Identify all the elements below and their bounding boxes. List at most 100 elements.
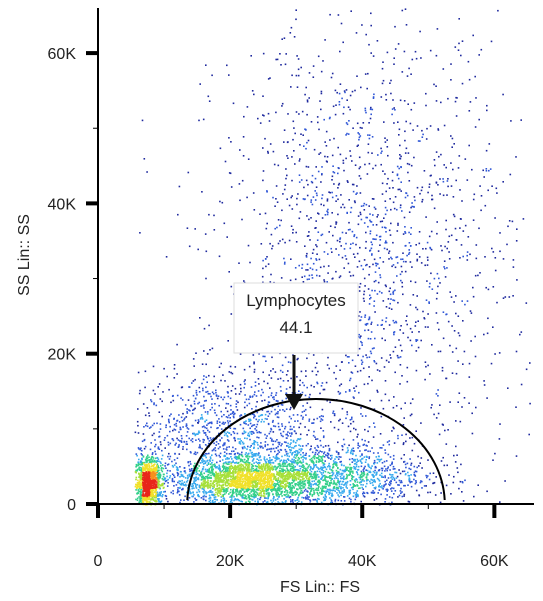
data-point (374, 289, 376, 292)
data-point (335, 200, 337, 202)
data-point (398, 128, 401, 131)
data-point (173, 476, 176, 478)
data-point (203, 476, 206, 479)
data-point (329, 466, 331, 468)
data-point (316, 194, 318, 197)
data-point (318, 451, 320, 454)
data-point (291, 179, 293, 182)
data-point (512, 266, 515, 268)
data-point (386, 494, 388, 496)
data-point (243, 280, 245, 282)
data-point (374, 262, 377, 265)
data-point (178, 444, 180, 446)
data-point (219, 200, 221, 203)
data-point (486, 397, 488, 399)
data-point (339, 473, 341, 475)
data-point (424, 361, 427, 363)
data-point (333, 482, 336, 485)
data-point (428, 186, 431, 188)
data-point (394, 490, 397, 492)
data-point (294, 494, 297, 496)
data-point (297, 484, 299, 486)
data-point (325, 160, 328, 162)
data-point (225, 462, 228, 465)
data-point (177, 439, 180, 441)
data-point (327, 208, 329, 211)
data-point (373, 487, 376, 489)
data-point (369, 350, 372, 353)
data-point (274, 499, 277, 501)
data-point (390, 222, 392, 225)
data-point (367, 143, 370, 145)
data-point (353, 492, 355, 494)
data-point (241, 218, 243, 221)
data-point (213, 375, 215, 378)
data-point (206, 475, 208, 478)
data-point (281, 463, 284, 466)
data-point (300, 489, 303, 492)
data-point (404, 139, 406, 142)
data-point (338, 254, 340, 256)
data-point (287, 495, 290, 497)
data-point (185, 484, 187, 487)
data-point (492, 251, 495, 253)
data-point (194, 434, 197, 437)
data-point (219, 421, 221, 423)
data-point (289, 492, 291, 494)
data-point (312, 487, 315, 490)
data-point (154, 393, 156, 395)
data-point (258, 452, 260, 454)
data-point (310, 384, 313, 387)
data-point (407, 336, 409, 339)
data-point (290, 406, 292, 409)
data-point (356, 145, 359, 147)
data-point (283, 459, 285, 462)
data-point (304, 479, 307, 482)
data-point (284, 463, 286, 465)
data-point (351, 449, 353, 452)
data-point (525, 368, 528, 371)
data-point (204, 476, 207, 478)
data-point (359, 177, 362, 180)
data-point (291, 432, 293, 434)
data-point (268, 412, 271, 415)
data-point (337, 494, 339, 496)
data-point (169, 430, 171, 433)
data-point (144, 414, 147, 417)
data-point (383, 247, 386, 250)
data-point (327, 272, 329, 274)
data-point (254, 453, 256, 455)
data-point (245, 455, 247, 458)
data-point (315, 457, 318, 459)
data-point (369, 250, 371, 252)
data-point (388, 496, 391, 498)
data-point (244, 431, 247, 433)
data-point (318, 485, 320, 488)
data-point (196, 466, 198, 469)
data-point (291, 488, 293, 491)
data-point (416, 339, 419, 341)
data-point (348, 362, 350, 364)
data-point (364, 316, 366, 318)
data-point (397, 43, 400, 45)
data-point (137, 447, 140, 449)
data-point (289, 408, 291, 411)
data-point (419, 30, 421, 33)
data-point (244, 401, 246, 404)
data-point (516, 279, 518, 281)
data-point (352, 439, 355, 441)
data-point (400, 325, 402, 327)
data-point (437, 350, 440, 353)
data-point (309, 500, 312, 502)
data-point (292, 479, 294, 482)
data-point (301, 487, 303, 490)
data-point (373, 280, 376, 283)
data-point (156, 493, 159, 495)
data-point (202, 455, 204, 457)
data-point (375, 264, 378, 267)
data-point (362, 268, 364, 271)
data-point (251, 451, 253, 454)
data-point (325, 476, 328, 478)
data-point (516, 228, 518, 230)
data-point (308, 420, 310, 422)
